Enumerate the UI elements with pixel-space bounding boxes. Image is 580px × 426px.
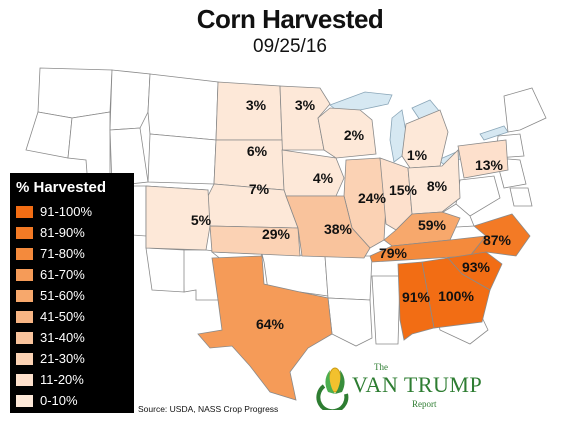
legend-label: 41-50%	[40, 309, 85, 324]
legend-swatch	[16, 247, 33, 260]
label-michigan: 1%	[407, 147, 428, 163]
legend-label: 81-90%	[40, 225, 85, 240]
label-kansas: 29%	[262, 226, 291, 242]
state-wisconsin	[317, 107, 377, 159]
legend-swatch	[16, 331, 33, 344]
legend-title: % Harvested	[16, 179, 107, 196]
legend-item: 81-90%	[16, 222, 128, 243]
label-iowa: 4%	[313, 170, 334, 186]
map-date: 09/25/16	[253, 36, 327, 57]
label-south-dakota: 6%	[247, 143, 268, 159]
source-note: Source: USDA, NASS Crop Progress	[138, 404, 279, 414]
colored-states	[145, 81, 531, 401]
legend-item: 11-20%	[16, 369, 128, 390]
legend-swatch	[16, 205, 33, 218]
label-indiana: 15%	[389, 182, 418, 198]
label-ohio: 8%	[427, 178, 448, 194]
van-trump-logo: The VAN TRUMP Report	[316, 362, 496, 414]
state-kansas	[209, 225, 301, 257]
legend: % Harvested 91-100% 81-90% 71-80% 61-70%…	[10, 173, 134, 413]
legend-swatch	[16, 394, 33, 407]
logo-report-text: Report	[412, 399, 437, 409]
legend-item: 71-80%	[16, 243, 128, 264]
legend-swatch	[16, 310, 33, 323]
legend-label: 0-10%	[40, 393, 78, 408]
legend-items: 91-100% 81-90% 71-80% 61-70% 51-60% 41-5…	[16, 201, 128, 411]
label-texas: 64%	[256, 316, 285, 332]
state-alabama	[397, 261, 435, 341]
label-alabama: 91%	[402, 289, 431, 305]
label-colorado: 5%	[191, 212, 212, 228]
legend-label: 31-40%	[40, 330, 85, 345]
legend-swatch	[16, 226, 33, 239]
legend-label: 21-30%	[40, 351, 85, 366]
legend-item: 51-60%	[16, 285, 128, 306]
label-minnesota: 3%	[295, 97, 316, 113]
legend-label: 91-100%	[40, 204, 93, 219]
state-labels: 3% 3% 6% 2% 1% 4% 7% 13% 24% 15% 8% 5% 2…	[191, 97, 512, 332]
corn-globe-icon	[316, 367, 349, 410]
legend-swatch	[16, 289, 33, 302]
state-pennsylvania	[457, 139, 509, 179]
legend-swatch	[16, 352, 33, 365]
legend-item: 41-50%	[16, 306, 128, 327]
legend-item: 31-40%	[16, 327, 128, 348]
state-missouri	[285, 195, 371, 259]
label-missouri: 38%	[324, 221, 353, 237]
map-title: Corn Harvested	[196, 4, 384, 34]
label-nebraska: 7%	[249, 181, 270, 197]
label-illinois: 24%	[358, 190, 387, 206]
state-texas	[197, 255, 333, 401]
legend-label: 71-80%	[40, 246, 85, 261]
legend-label: 51-60%	[40, 288, 85, 303]
legend-swatch	[16, 373, 33, 386]
legend-label: 11-20%	[40, 372, 84, 387]
label-north-carolina: 87%	[483, 232, 512, 248]
legend-item: 21-30%	[16, 348, 128, 369]
legend-item: 0-10%	[16, 390, 128, 411]
label-north-dakota: 3%	[246, 97, 267, 113]
label-tennessee: 79%	[379, 245, 408, 261]
logo-the-text: The	[374, 362, 388, 372]
legend-label: 61-70%	[40, 267, 85, 282]
state-colorado	[145, 185, 211, 251]
legend-item: 91-100%	[16, 201, 128, 222]
label-south-carolina: 93%	[462, 259, 491, 275]
label-kentucky: 59%	[418, 217, 447, 233]
label-georgia: 100%	[438, 288, 474, 304]
state-north-carolina	[468, 213, 531, 257]
legend-item: 61-70%	[16, 264, 128, 285]
label-pennsylvania: 13%	[475, 157, 504, 173]
legend-swatch	[16, 268, 33, 281]
label-wisconsin: 2%	[344, 127, 365, 143]
logo-name-text: VAN TRUMP	[352, 372, 483, 397]
